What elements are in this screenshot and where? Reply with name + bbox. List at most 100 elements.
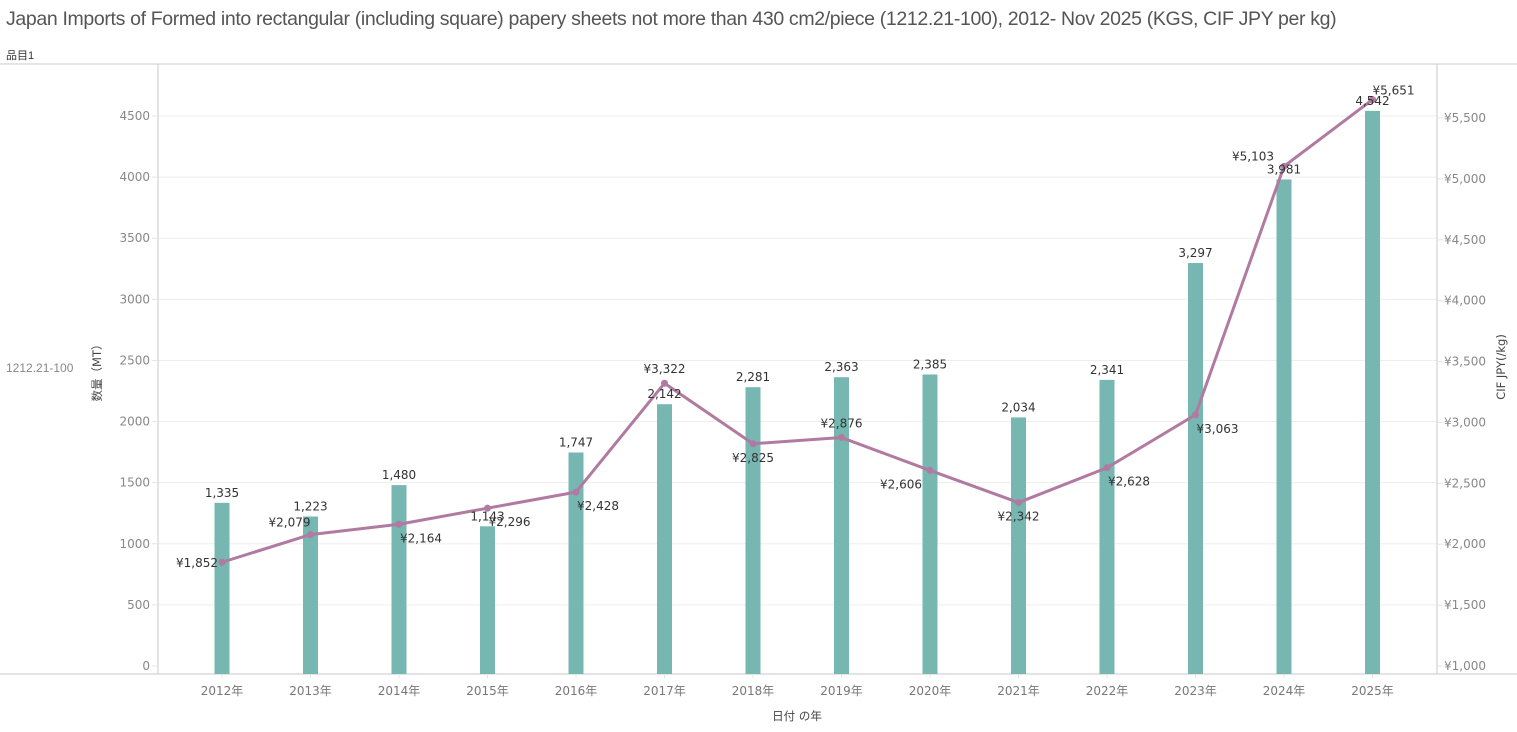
bar: [834, 377, 849, 674]
x-tick-label: 2024年: [1263, 684, 1306, 698]
y-left-tick-label: 500: [127, 598, 150, 612]
bar-value-label: 2,034: [1001, 400, 1035, 414]
y-left-tick-label: 4000: [119, 170, 150, 184]
bar-value-label: 3,981: [1267, 162, 1301, 176]
x-tick-label: 2013年: [289, 684, 332, 698]
bar: [657, 404, 672, 674]
y-right-tick-label: ¥2,500: [1444, 476, 1486, 490]
line-value-label: ¥2,342: [998, 510, 1040, 524]
x-tick-label: 2012年: [201, 684, 244, 698]
x-tick-label: 2014年: [378, 684, 421, 698]
bar: [1276, 179, 1292, 674]
line-value-label: ¥3,322: [644, 362, 686, 376]
y-left-tick-label: 3500: [119, 231, 150, 245]
bar: [1365, 110, 1380, 674]
x-tick-label: 2017年: [643, 684, 686, 698]
bar: [391, 485, 407, 674]
bar-value-label: 3,297: [1178, 246, 1212, 260]
bar: [214, 502, 230, 674]
x-tick-label: 2022年: [1086, 684, 1129, 698]
line-point: [218, 558, 226, 566]
y-left-tick-label: 1500: [119, 476, 150, 490]
line-point: [572, 488, 580, 496]
row-header: 品目1: [6, 50, 35, 62]
chart-title: Japan Imports of Formed into rectangular…: [6, 8, 1337, 30]
line-value-label: ¥3,063: [1197, 422, 1239, 436]
gridlines: [158, 115, 1437, 606]
y-right-tick-label: ¥4,500: [1444, 233, 1486, 247]
line-point: [926, 466, 934, 474]
bar-value-label: 2,385: [913, 358, 947, 372]
y-left-tick-label: 1000: [119, 537, 150, 551]
x-axis-title: 日付 の年: [772, 709, 822, 723]
line-point: [395, 520, 403, 528]
y-left-tick-label: 3000: [119, 292, 150, 306]
line-point: [484, 504, 491, 512]
y-right-tick-label: ¥1,000: [1444, 659, 1486, 673]
y-right-tick-label: ¥4,000: [1444, 294, 1486, 308]
line-value-label: ¥2,164: [400, 531, 442, 545]
price-line: [221, 98, 1374, 564]
y-right-tick-label: ¥5,000: [1444, 172, 1486, 186]
line-point: [661, 379, 668, 387]
x-axis: 2012年 2013年 2014年 2015年 2016年 2017年 2018年 2019年…: [201, 674, 1394, 698]
line-value-label: ¥2,296: [489, 515, 531, 529]
y-axis-right-title: CIF JPY(/kg): [1494, 334, 1508, 400]
line-point: [307, 531, 314, 539]
x-tick-label: 2018年: [732, 684, 775, 698]
line-point: [838, 434, 845, 442]
bar: [922, 374, 938, 674]
line-value-label: ¥2,606: [880, 477, 922, 491]
line-value-label: ¥1,852: [176, 556, 218, 570]
bar-value-label: 1,335: [205, 486, 239, 500]
y-axis-left-title: 数量（MT）: [90, 339, 104, 402]
bar-value-label: 2,281: [736, 370, 770, 384]
bar-value-label: 1,747: [559, 435, 593, 449]
bar-value-label: 4,542: [1355, 94, 1389, 108]
row-label: 1212.21-100: [6, 361, 74, 375]
line-value-label: ¥2,628: [1108, 475, 1150, 489]
y-right-tick-label: ¥3,000: [1444, 415, 1486, 429]
bar: [1011, 417, 1026, 674]
y-axis-left: 0 500 1000 1500 2000 2500 3000 3500 4000 4500: [119, 109, 158, 673]
line-value-label: ¥2,825: [732, 451, 774, 465]
line-series: [218, 96, 1376, 566]
bar: [1099, 379, 1115, 674]
bar-series: [214, 110, 1380, 674]
x-tick-label: 2020年: [909, 684, 952, 698]
line-value-label: ¥2,876: [821, 417, 863, 431]
line-point: [1192, 411, 1199, 419]
line-point: [1280, 162, 1288, 170]
line-point: [1015, 499, 1022, 507]
x-tick-label: 2025年: [1351, 684, 1394, 698]
bar: [1188, 263, 1203, 674]
bar: [303, 516, 318, 674]
bar-value-label: 1,480: [382, 468, 416, 482]
line-value-label: ¥5,103: [1232, 149, 1274, 163]
line-value-label: ¥2,428: [577, 499, 619, 513]
bar: [480, 526, 495, 674]
y-right-tick-label: ¥5,500: [1444, 111, 1486, 125]
x-tick-label: 2019年: [820, 684, 863, 698]
bar-value-label: 2,341: [1090, 363, 1124, 377]
x-tick-label: 2015年: [466, 684, 509, 698]
bar: [745, 387, 761, 674]
line-point: [1369, 96, 1376, 104]
y-left-tick-label: 2500: [119, 353, 150, 367]
x-tick-label: 2023年: [1174, 684, 1217, 698]
bar-value-label: 2,142: [647, 387, 681, 401]
x-tick-label: 2021年: [997, 684, 1040, 698]
data-labels: 1,335 1,223 1,480 1,143 1,747 2,142 2,281 2,363…: [176, 84, 1415, 571]
y-right-tick-label: ¥3,500: [1444, 355, 1486, 369]
line-value-label: ¥2,079: [269, 516, 311, 530]
bar-value-label: 2,363: [824, 360, 858, 374]
y-left-tick-label: 4500: [119, 109, 150, 123]
bar: [568, 452, 584, 674]
y-right-tick-label: ¥1,500: [1444, 598, 1486, 612]
line-point: [1103, 464, 1111, 472]
y-left-tick-label: 0: [142, 659, 150, 673]
y-right-tick-label: ¥2,000: [1444, 537, 1486, 551]
x-tick-label: 2016年: [555, 684, 598, 698]
bar-value-label: 1,143: [470, 509, 504, 523]
